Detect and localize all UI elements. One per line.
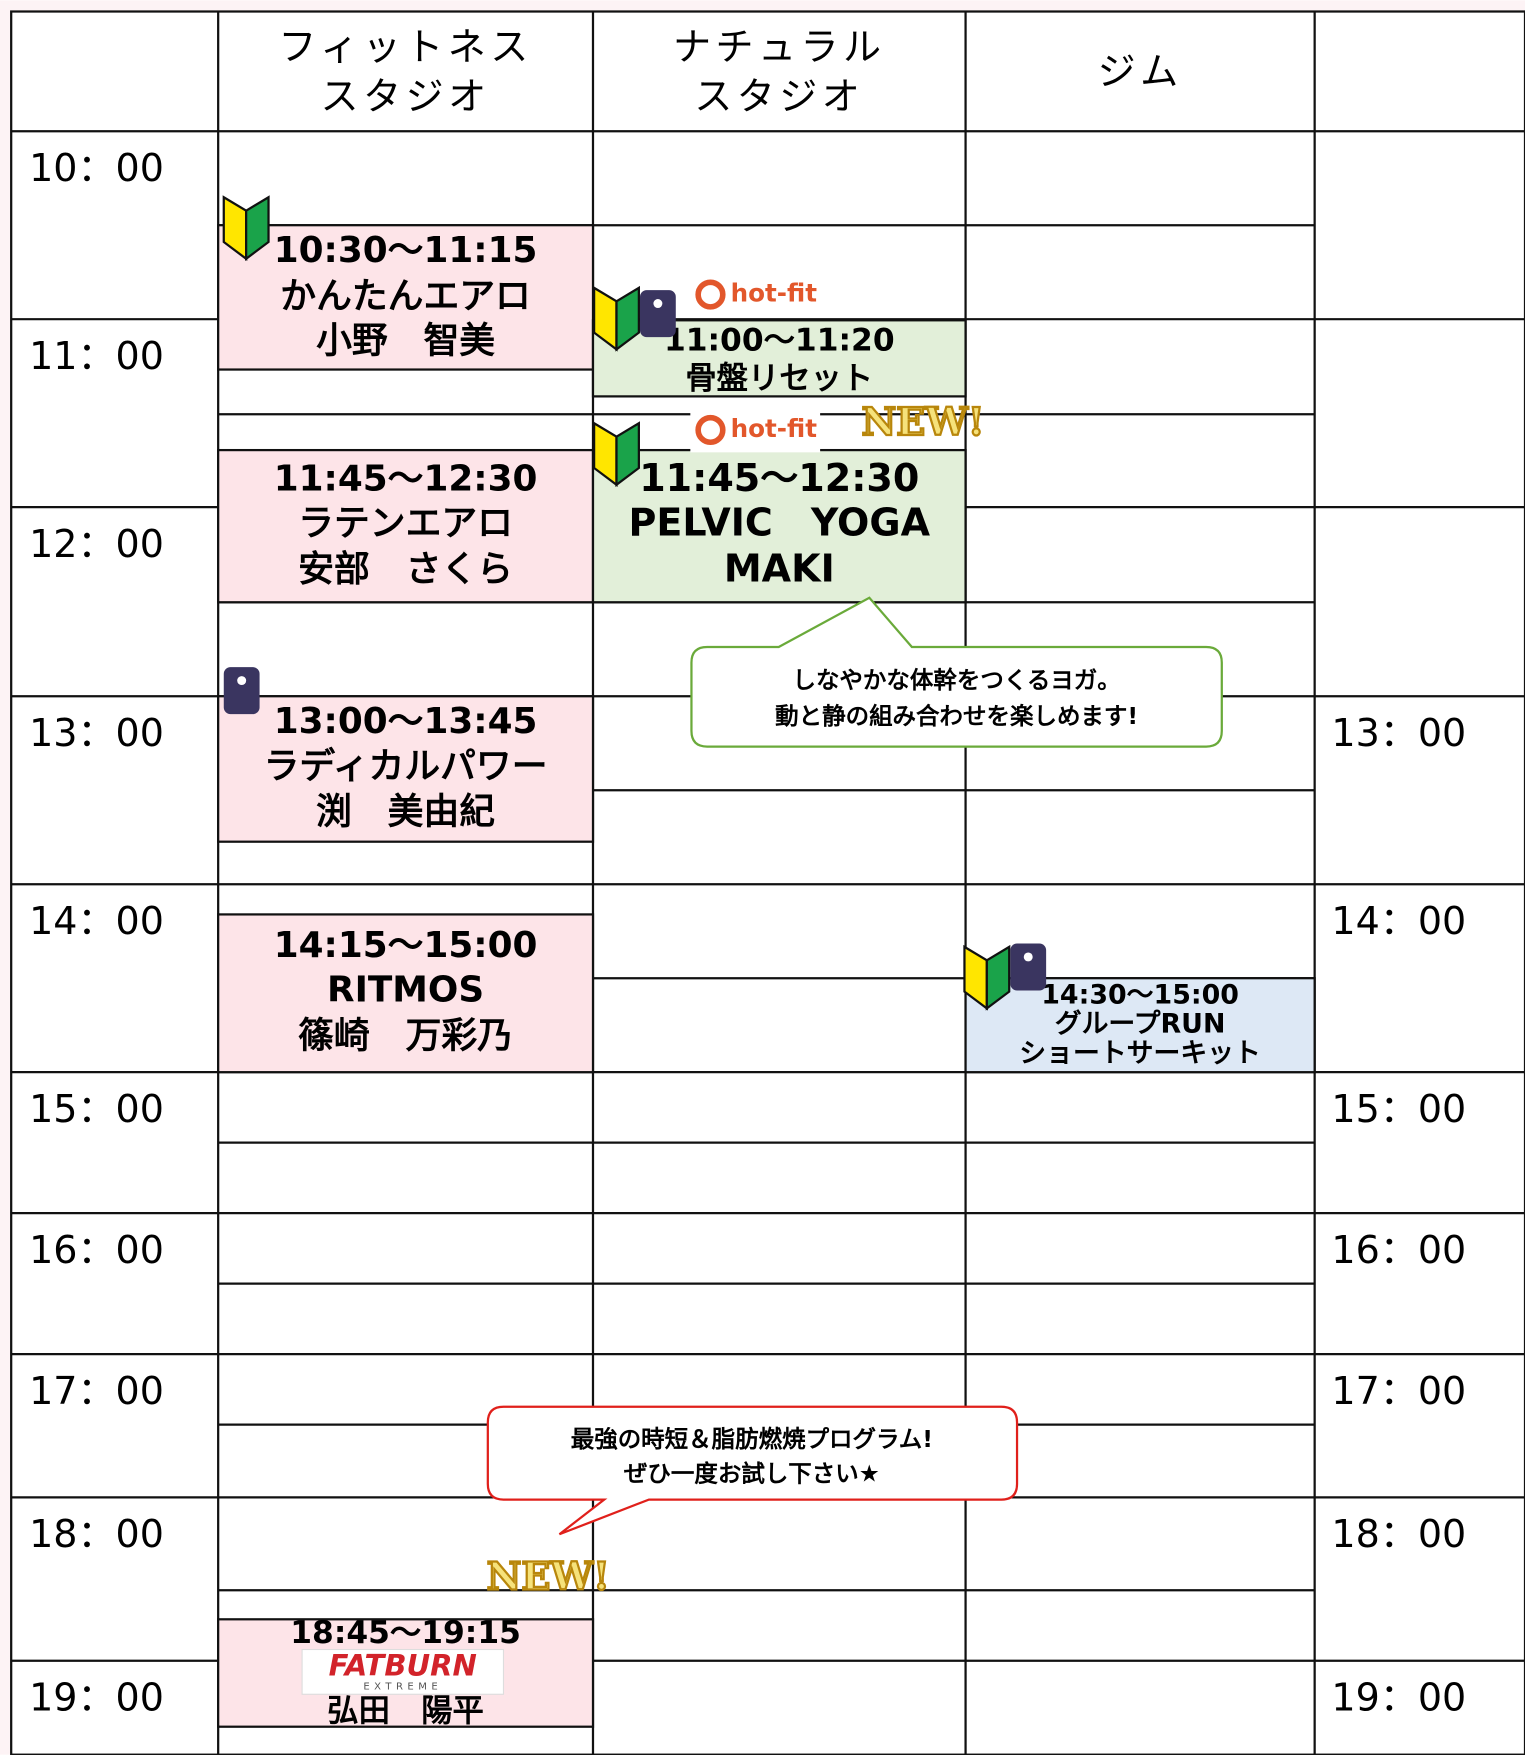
device-dot — [653, 299, 663, 309]
device-dot — [237, 676, 247, 686]
time-label: 14：00 — [29, 899, 164, 943]
class-text: ラディカルパワー — [264, 745, 548, 787]
device-icon — [1010, 943, 1047, 991]
time-label: 17：00 — [29, 1369, 164, 1413]
class-text: 14:15〜15:00 — [274, 925, 538, 966]
class-text: 小野 智美 — [316, 321, 495, 362]
callout — [690, 596, 1223, 748]
callout-text: しなやかな体幹をつくるヨガ。 — [792, 666, 1120, 694]
time-label: 14：00 — [1331, 899, 1466, 943]
callout-text: 動と静の組み合わせを楽しめます! — [775, 702, 1138, 730]
class-text: 骨盤リセット — [685, 361, 873, 397]
brand-logo: hot-fit — [731, 279, 818, 308]
time-label: 13：00 — [1331, 711, 1466, 755]
class-text: 18:45〜19:15 — [290, 1615, 521, 1651]
class-text: MAKI — [724, 546, 835, 590]
class-text: ショートサーキット — [1019, 1038, 1261, 1069]
device-icon — [639, 290, 676, 338]
brand-icon — [695, 279, 726, 310]
class-text: 11:45〜12:30 — [639, 456, 919, 500]
time-label: 11：00 — [29, 334, 164, 378]
beginner-mark — [615, 285, 640, 352]
class-text: 14:30〜15:00 — [1041, 980, 1239, 1011]
beginner-mark — [985, 944, 1011, 1011]
column-header: スタジオ — [321, 74, 491, 118]
class-text: 渕 美由紀 — [316, 792, 495, 833]
class-box — [591, 448, 967, 604]
device-dot — [1023, 952, 1033, 962]
class-box — [217, 695, 595, 843]
brand-logo: hot-fit — [731, 414, 818, 443]
class-box — [217, 1618, 595, 1728]
device-icon — [223, 667, 260, 715]
class-text: 13:00〜13:45 — [274, 701, 538, 742]
logo-bg — [301, 1648, 505, 1695]
new-tag: NEW! — [487, 1554, 610, 1599]
column-header: ナチュラル — [673, 25, 886, 69]
class-text: 11:00〜11:20 — [664, 323, 895, 359]
logo-sub: EXTREME — [363, 1681, 442, 1692]
brand-icon — [695, 414, 726, 446]
time-label: 19：00 — [29, 1675, 164, 1719]
class-box — [217, 913, 595, 1074]
class-text: 安部 さくら — [298, 549, 513, 590]
column-header: フィットネス — [278, 25, 532, 69]
time-label: 10：00 — [29, 146, 164, 190]
column-header: スタジオ — [694, 74, 864, 118]
time-label: 16：00 — [1331, 1228, 1466, 1272]
new-tag: NEW! — [861, 399, 984, 444]
class-text: PELVIC YOGA — [629, 501, 931, 545]
class-box — [964, 977, 1316, 1074]
time-label: 16：00 — [29, 1228, 164, 1272]
class-text: かんたんエアロ — [280, 276, 531, 317]
time-label: 19：00 — [1331, 1675, 1466, 1719]
class-text: 10:30〜11:15 — [274, 230, 538, 271]
callout-text: ぜひ一度お試し下さい★ — [624, 1459, 880, 1487]
time-label: 12：00 — [29, 522, 164, 566]
class-text: グループRUN — [1055, 1008, 1226, 1040]
class-text: 11:45〜12:30 — [274, 458, 538, 499]
callout-text: 最強の時短＆脂肪燃焼プログラム! — [571, 1425, 933, 1453]
callout — [486, 1405, 1019, 1536]
time-label: 17：00 — [1331, 1369, 1466, 1413]
column-header: ジム — [1098, 50, 1183, 94]
logo-text: FATBURN — [329, 1648, 477, 1682]
class-text: 弘田 陽平 — [327, 1693, 484, 1729]
beginner-mark — [615, 421, 640, 488]
class-text: 篠崎 万彩乃 — [298, 1015, 513, 1056]
beginner-mark — [245, 195, 270, 262]
time-label: 18：00 — [1331, 1512, 1466, 1556]
time-label: 13：00 — [29, 711, 164, 755]
time-label: 18：00 — [29, 1512, 164, 1556]
class-text: ラテンエアロ — [298, 503, 513, 544]
class-text: RITMOS — [327, 970, 484, 1011]
time-label: 15：00 — [1331, 1087, 1466, 1131]
time-label: 15：00 — [29, 1087, 164, 1131]
